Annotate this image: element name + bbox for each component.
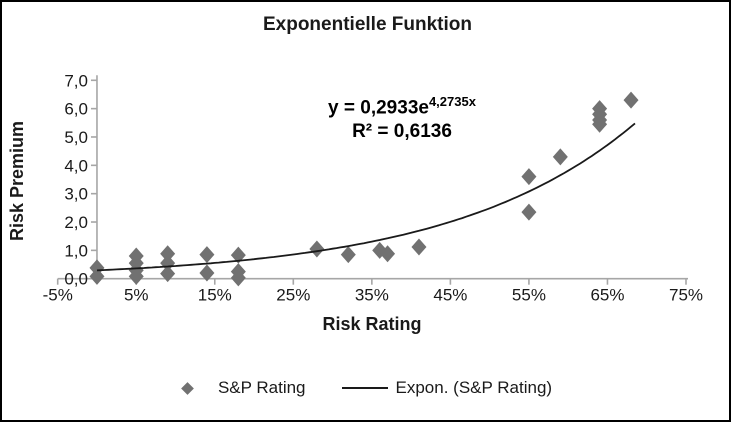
scatter-point	[552, 148, 568, 166]
scatter-point	[623, 91, 639, 109]
trendline-marker-icon	[341, 387, 388, 389]
y-tick-label: 7,0	[64, 71, 88, 90]
x-tick-label: 65%	[590, 286, 624, 305]
equation-exponent: 4,2735x	[428, 94, 476, 109]
trendline-equation: y = 0,2933e4,2735x R² = 0,6136	[290, 90, 514, 144]
scatter-point	[89, 259, 105, 277]
y-tick-label: 6,0	[64, 100, 88, 119]
y-tick-label: 0,0	[64, 270, 88, 289]
scatter-point	[592, 115, 608, 133]
x-tick-label: 75%	[669, 286, 703, 305]
scatter-point	[521, 203, 537, 221]
scatter-point	[521, 168, 537, 186]
scatter-point	[128, 267, 144, 285]
y-tick-label: 3,0	[64, 185, 88, 204]
x-tick-label: 35%	[355, 286, 389, 305]
chart-title: Exponentielle Funktion	[262, 14, 472, 35]
scatter-point	[340, 246, 356, 264]
scatter-point	[411, 238, 427, 256]
equation-line: y = 0,2933e4,2735x	[290, 90, 514, 120]
equation-base: y = 0,2933e	[328, 97, 429, 119]
scatter-point	[160, 245, 176, 263]
chart-legend: S&P Rating Expon. (S&P Rating)	[2, 378, 729, 398]
scatter-point	[89, 267, 105, 285]
scatter-point	[160, 265, 176, 283]
y-tick-label: 2,0	[64, 213, 88, 232]
equation-r-squared: R² = 0,6136	[352, 121, 452, 143]
legend-item-expon: Expon. (S&P Rating)	[341, 378, 553, 398]
legend-label-sp-rating: S&P Rating	[217, 378, 306, 397]
scatter-point	[199, 264, 215, 282]
scatter-point	[230, 246, 246, 264]
y-axis-title: Risk Premium	[7, 120, 27, 242]
scatter-point	[380, 245, 396, 263]
scatter-point	[309, 240, 325, 258]
y-tick-label: 4,0	[64, 156, 88, 175]
x-tick-label: 15%	[198, 286, 232, 305]
x-tick-label: 5%	[124, 286, 149, 305]
x-tick-label: 55%	[512, 286, 546, 305]
scatter-point	[199, 246, 215, 264]
y-tick-label: 5,0	[64, 128, 88, 147]
scatter-point	[230, 269, 246, 287]
x-tick-label: 25%	[276, 286, 310, 305]
diamond-marker-icon	[181, 381, 194, 395]
y-tick-label: 1,0	[64, 241, 88, 260]
x-tick-label: 45%	[433, 286, 467, 305]
x-axis-title: Risk Rating	[322, 314, 422, 334]
legend-item-sp-rating: S&P Rating	[181, 378, 306, 398]
legend-label-expon: Expon. (S&P Rating)	[395, 378, 553, 397]
x-tick-label: -5%	[43, 286, 73, 305]
trendline-path	[96, 122, 636, 272]
